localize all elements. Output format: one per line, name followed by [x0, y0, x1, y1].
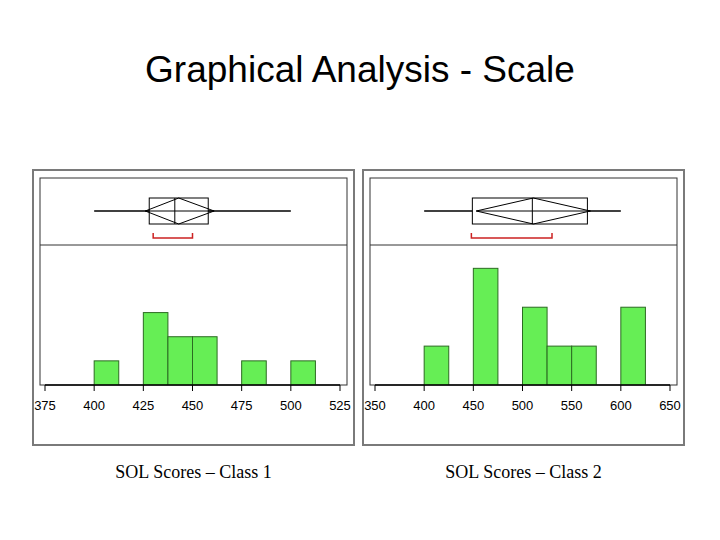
- histogram-bar: [242, 361, 267, 385]
- x-tick: [192, 385, 193, 391]
- panel: 375 400 425 450 475 500 525: [33, 170, 354, 445]
- x-tick: [290, 385, 291, 391]
- x-label: SOL Scores – Class 1: [115, 462, 271, 482]
- shortest-half: [471, 233, 552, 238]
- x-tick-label: 450: [182, 398, 204, 413]
- x-tick-label: 475: [231, 398, 253, 413]
- x-tick: [670, 385, 671, 391]
- x-tick-label: 400: [83, 398, 105, 413]
- x-tick: [45, 385, 46, 391]
- histogram-bar: [168, 337, 193, 385]
- x-tick: [143, 385, 144, 391]
- histogram-bar: [523, 307, 548, 385]
- x-tick-label: 500: [280, 398, 302, 413]
- x-tick-label: 600: [610, 398, 632, 413]
- x-tick: [375, 385, 376, 391]
- x-tick-label: 375: [34, 398, 56, 413]
- plot-frame: [40, 178, 347, 385]
- x-tick: [424, 385, 425, 391]
- slide: Graphical Analysis - Scale 375 400 425 450 47…: [0, 0, 720, 540]
- x-tick: [522, 385, 523, 391]
- x-tick: [340, 385, 341, 391]
- histogram-bar: [473, 268, 498, 385]
- mean-diamond: [476, 198, 590, 224]
- x-tick-label: 425: [132, 398, 154, 413]
- x-tick-label: 500: [512, 398, 534, 413]
- panel-frame: [33, 170, 354, 445]
- mean-diamond: [145, 198, 214, 224]
- histogram-bar: [572, 346, 597, 385]
- histogram-bar: [547, 346, 572, 385]
- mean-ci-line: [145, 211, 214, 212]
- x-tick: [620, 385, 621, 391]
- x-tick: [94, 385, 95, 391]
- x-tick-label: 650: [659, 398, 681, 413]
- x-tick-label: 550: [561, 398, 583, 413]
- histogram-bar: [424, 346, 449, 385]
- x-tick-label: 450: [462, 398, 484, 413]
- x-tick: [241, 385, 242, 391]
- histogram-bar: [193, 337, 218, 385]
- plot-frame: [370, 178, 677, 385]
- marks: [94, 198, 315, 385]
- x-tick: [571, 385, 572, 391]
- x-label: SOL Scores – Class 2: [445, 462, 601, 482]
- separator: [370, 245, 677, 246]
- marks: [424, 198, 645, 385]
- x-tick-label: 350: [364, 398, 386, 413]
- panel: 350 400 450 500 550 600 650: [363, 170, 684, 445]
- panel-frame: [363, 170, 684, 445]
- x-tick-label: 525: [329, 398, 351, 413]
- slide-title: Graphical Analysis - Scale: [145, 49, 575, 90]
- separator: [40, 245, 347, 246]
- background: [0, 0, 720, 540]
- histogram-bar: [94, 361, 119, 385]
- histogram-bar: [621, 307, 646, 385]
- x-tick-label: 400: [413, 398, 435, 413]
- mean-ci-line: [476, 211, 590, 212]
- shortest-half: [153, 233, 192, 238]
- histogram-bar: [143, 313, 168, 385]
- x-tick: [473, 385, 474, 391]
- histogram-bar: [291, 361, 316, 385]
